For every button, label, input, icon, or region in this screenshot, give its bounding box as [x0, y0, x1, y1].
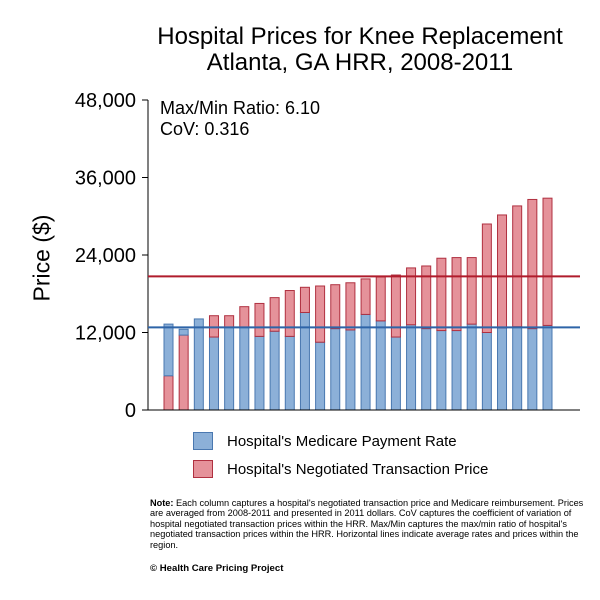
bar-negotiated — [466, 257, 477, 325]
bar-medicare — [527, 328, 538, 411]
bar-medicare — [178, 328, 189, 336]
bar-medicare — [193, 318, 204, 411]
bar-medicare — [360, 313, 371, 411]
bar-medicare — [497, 327, 508, 411]
bar-negotiated — [315, 285, 326, 343]
bar-medicare — [254, 335, 265, 411]
bar-medicare — [375, 320, 386, 411]
bar-negotiated — [360, 278, 371, 315]
bar-negotiated — [163, 375, 174, 411]
bar-medicare — [512, 326, 523, 411]
bar-medicare — [315, 341, 326, 411]
legend-label-negotiated: Hospital's Negotiated Transaction Price — [227, 460, 489, 478]
legend-swatch-negotiated — [193, 460, 213, 478]
max-min-ratio: Max/Min Ratio: 6.10 — [160, 98, 321, 118]
legend: Hospital's Medicare Payment Rate Hospita… — [193, 430, 488, 486]
bar-negotiated — [269, 297, 280, 332]
bar-negotiated — [406, 267, 417, 326]
copyright-notice: © Health Care Pricing Project — [150, 563, 284, 574]
legend-item-negotiated: Hospital's Negotiated Transaction Price — [193, 458, 488, 480]
bar-negotiated — [284, 290, 295, 337]
y-tick-label: 0 — [125, 400, 136, 422]
y-tick-label: 36,000 — [75, 168, 136, 190]
chart-title: Hospital Prices for Knee Replacement Atl… — [130, 24, 590, 76]
footnote-text: Each column captures a hospital's negoti… — [150, 498, 584, 550]
bar-negotiated — [451, 257, 462, 332]
y-tick-label: 12,000 — [75, 323, 136, 345]
bar-negotiated — [542, 197, 553, 326]
bar-medicare — [406, 324, 417, 411]
bar-negotiated — [178, 334, 189, 411]
bar-negotiated — [345, 282, 356, 331]
bar-negotiated — [436, 257, 447, 332]
footnote: Note: Each column captures a hospital's … — [150, 498, 585, 550]
bar-negotiated — [330, 284, 341, 330]
bar-negotiated — [481, 223, 492, 333]
bar-medicare — [269, 330, 280, 411]
chart-title-line-1: Hospital Prices for Knee Replacement — [157, 23, 563, 50]
bar-medicare — [224, 326, 235, 411]
bar-negotiated — [390, 274, 401, 338]
y-tick-label: 48,000 — [75, 90, 136, 112]
bar-negotiated — [239, 306, 250, 328]
y-tick-label: 24,000 — [75, 245, 136, 267]
cov-value: CoV: 0.316 — [160, 119, 250, 139]
bar-negotiated — [512, 205, 523, 328]
legend-label-medicare: Hospital's Medicare Payment Rate — [227, 432, 457, 450]
chart-title-line-2: Atlanta, GA HRR, 2008-2011 — [206, 49, 514, 76]
legend-item-medicare: Hospital's Medicare Payment Rate — [193, 430, 488, 452]
bar-negotiated — [254, 302, 265, 337]
bar-medicare — [239, 326, 250, 411]
bar-medicare — [284, 335, 295, 411]
bar-negotiated — [375, 276, 386, 322]
bar-medicare — [481, 332, 492, 411]
stats-box: Max/Min Ratio: 6.10 CoV: 0.316 — [160, 98, 320, 140]
bar-negotiated — [497, 214, 508, 329]
bar-medicare — [436, 330, 447, 411]
legend-swatch-medicare — [193, 432, 213, 450]
bar-medicare — [208, 336, 219, 411]
bar-medicare — [390, 336, 401, 411]
bar-medicare — [451, 330, 462, 411]
bar-medicare — [330, 328, 341, 411]
bar-negotiated — [299, 286, 310, 313]
bar-medicare — [163, 323, 174, 377]
bar-medicare — [466, 323, 477, 411]
bar-medicare — [421, 328, 432, 411]
bar-negotiated — [224, 315, 235, 328]
bar-medicare — [345, 329, 356, 411]
footnote-label: Note: — [150, 498, 174, 508]
bar-negotiated — [527, 198, 538, 330]
bar-negotiated — [421, 265, 432, 330]
bar-medicare — [542, 324, 553, 411]
